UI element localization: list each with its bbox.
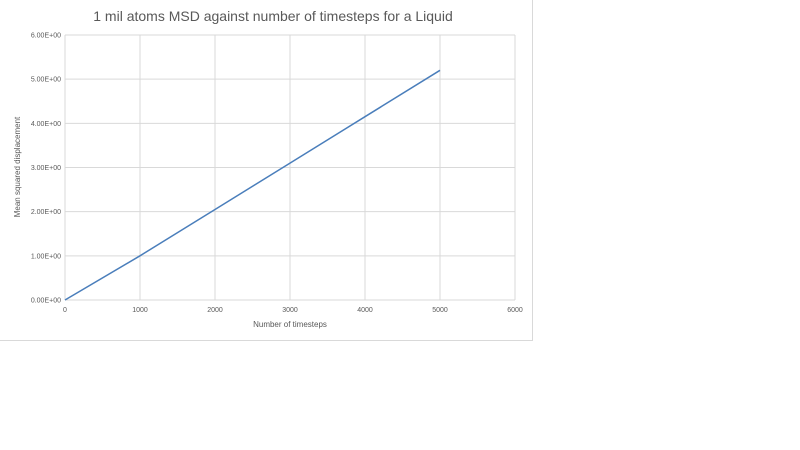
x-axis-title: Number of timesteps [253, 320, 327, 329]
x-tick-label: 3000 [282, 307, 298, 314]
line-chart: 1 mil atoms MSD against number of timest… [13, 8, 523, 329]
y-tick-label: 2.00E+00 [31, 209, 61, 216]
chart-frame: 1 mil atoms MSD against number of timest… [0, 0, 533, 341]
x-tick-label: 4000 [357, 307, 373, 314]
y-tick-label: 4.00E+00 [31, 121, 61, 128]
series-line [64, 69, 441, 301]
x-tick-label: 2000 [207, 307, 223, 314]
x-tick-label: 5000 [432, 307, 448, 314]
y-tick-label: 5.00E+00 [31, 77, 61, 84]
series-layer [64, 69, 441, 301]
y-tick-label: 6.00E+00 [31, 33, 61, 40]
x-tick-label: 0 [63, 307, 67, 314]
x-tick-label: 6000 [507, 307, 523, 314]
tick-labels: 0.00E+00 1.00E+00 2.00E+00 3.00E+00 4.00E+00… [31, 33, 523, 315]
y-tick-label: 3.00E+00 [31, 165, 61, 172]
chart-title: 1 mil atoms MSD against number of timest… [93, 8, 453, 24]
y-tick-label: 0.00E+00 [31, 298, 61, 305]
gridlines [64, 34, 516, 301]
y-tick-label: 1.00E+00 [31, 253, 61, 260]
x-tick-label: 1000 [132, 307, 148, 314]
y-axis-title: Mean squared displacement [13, 116, 22, 217]
